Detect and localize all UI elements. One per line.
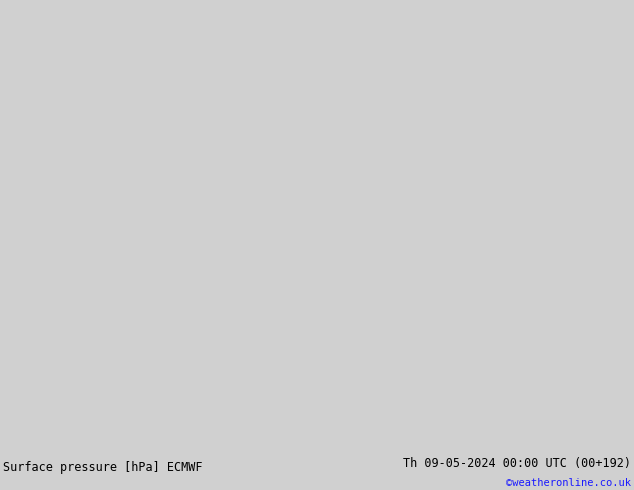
- Text: Th 09-05-2024 00:00 UTC (00+192): Th 09-05-2024 00:00 UTC (00+192): [403, 457, 631, 470]
- Text: ©weatheronline.co.uk: ©weatheronline.co.uk: [506, 478, 631, 489]
- Text: Surface pressure [hPa] ECMWF: Surface pressure [hPa] ECMWF: [3, 461, 203, 474]
